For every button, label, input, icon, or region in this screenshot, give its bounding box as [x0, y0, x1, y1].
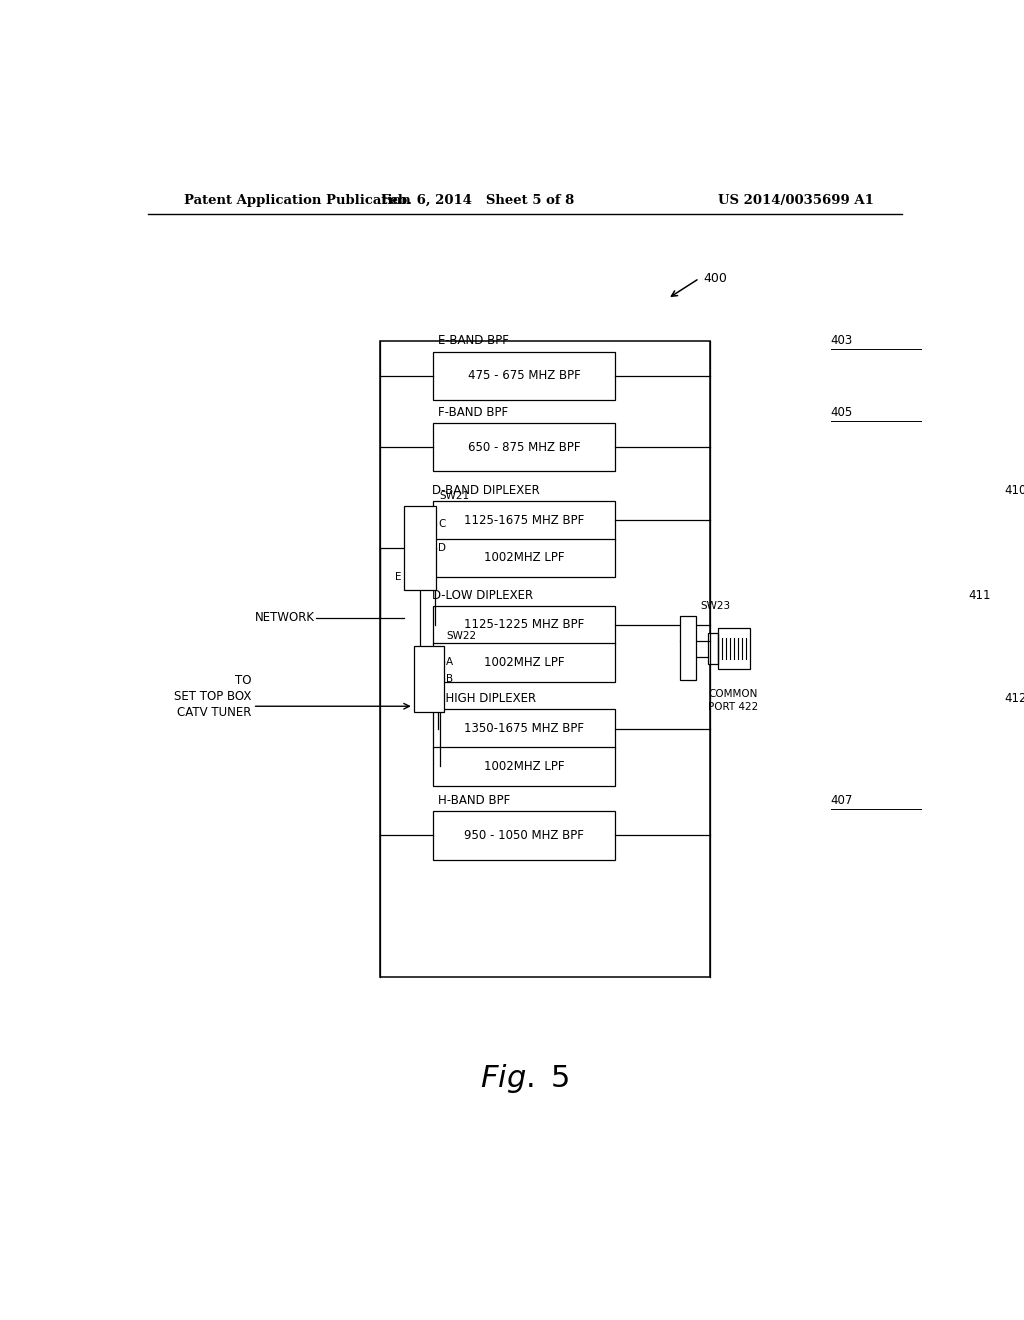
- Text: CATV TUNER: CATV TUNER: [176, 706, 251, 719]
- Text: 1002MHZ LPF: 1002MHZ LPF: [483, 760, 564, 772]
- Bar: [433, 500, 615, 540]
- Text: 1350-1675 MHZ BPF: 1350-1675 MHZ BPF: [464, 722, 584, 735]
- Text: C: C: [417, 694, 424, 704]
- Text: E-BAND BPF: E-BAND BPF: [437, 334, 512, 347]
- Text: D-HIGH DIPLEXER: D-HIGH DIPLEXER: [432, 692, 540, 705]
- Bar: [719, 628, 751, 669]
- Text: 411: 411: [969, 589, 991, 602]
- Text: D: D: [438, 544, 446, 553]
- Text: SET TOP BOX: SET TOP BOX: [174, 690, 251, 704]
- Text: PORT 422: PORT 422: [709, 702, 759, 713]
- Text: A: A: [446, 656, 454, 667]
- Bar: [380, 342, 710, 977]
- Bar: [433, 709, 615, 748]
- Bar: [433, 643, 615, 682]
- Bar: [433, 422, 615, 471]
- Text: 412: 412: [1004, 692, 1024, 705]
- Text: 475 - 675 MHZ BPF: 475 - 675 MHZ BPF: [468, 370, 581, 383]
- Bar: [433, 747, 615, 785]
- Text: Feb. 6, 2014   Sheet 5 of 8: Feb. 6, 2014 Sheet 5 of 8: [381, 194, 573, 207]
- Text: E: E: [395, 572, 401, 582]
- Bar: [709, 634, 719, 664]
- Text: C: C: [438, 519, 445, 529]
- Text: SW21: SW21: [439, 491, 469, 500]
- Text: D-LOW DIPLEXER: D-LOW DIPLEXER: [432, 589, 537, 602]
- Bar: [433, 351, 615, 400]
- Text: B: B: [446, 675, 454, 684]
- Text: D-BAND DIPLEXER: D-BAND DIPLEXER: [432, 484, 544, 496]
- Text: SW23: SW23: [700, 601, 730, 611]
- Text: H-BAND BPF: H-BAND BPF: [437, 793, 513, 807]
- Text: 650 - 875 MHZ BPF: 650 - 875 MHZ BPF: [468, 441, 581, 454]
- Text: 1002MHZ LPF: 1002MHZ LPF: [483, 552, 564, 565]
- Text: 950 - 1050 MHZ BPF: 950 - 1050 MHZ BPF: [464, 829, 584, 842]
- Bar: [414, 647, 443, 713]
- Bar: [680, 615, 696, 680]
- Text: NETWORK: NETWORK: [255, 611, 314, 624]
- Text: 410: 410: [1004, 484, 1024, 496]
- Bar: [404, 506, 436, 590]
- Text: US 2014/0035699 A1: US 2014/0035699 A1: [718, 194, 873, 207]
- Bar: [433, 810, 615, 859]
- Text: COMMON: COMMON: [709, 689, 758, 700]
- Text: 400: 400: [703, 272, 727, 285]
- Text: 405: 405: [830, 405, 853, 418]
- Text: $\mathit{Fig.\ 5}$: $\mathit{Fig.\ 5}$: [480, 1061, 569, 1094]
- Text: TO: TO: [234, 675, 251, 686]
- Text: 1002MHZ LPF: 1002MHZ LPF: [483, 656, 564, 669]
- Text: 407: 407: [830, 793, 853, 807]
- Text: 1125-1225 MHZ BPF: 1125-1225 MHZ BPF: [464, 619, 584, 631]
- Text: SW22: SW22: [446, 631, 476, 642]
- Text: 403: 403: [830, 334, 853, 347]
- Text: 1125-1675 MHZ BPF: 1125-1675 MHZ BPF: [464, 513, 584, 527]
- Text: F-BAND BPF: F-BAND BPF: [437, 405, 511, 418]
- Text: Patent Application Publication: Patent Application Publication: [183, 194, 411, 207]
- Bar: [433, 539, 615, 577]
- Bar: [433, 606, 615, 644]
